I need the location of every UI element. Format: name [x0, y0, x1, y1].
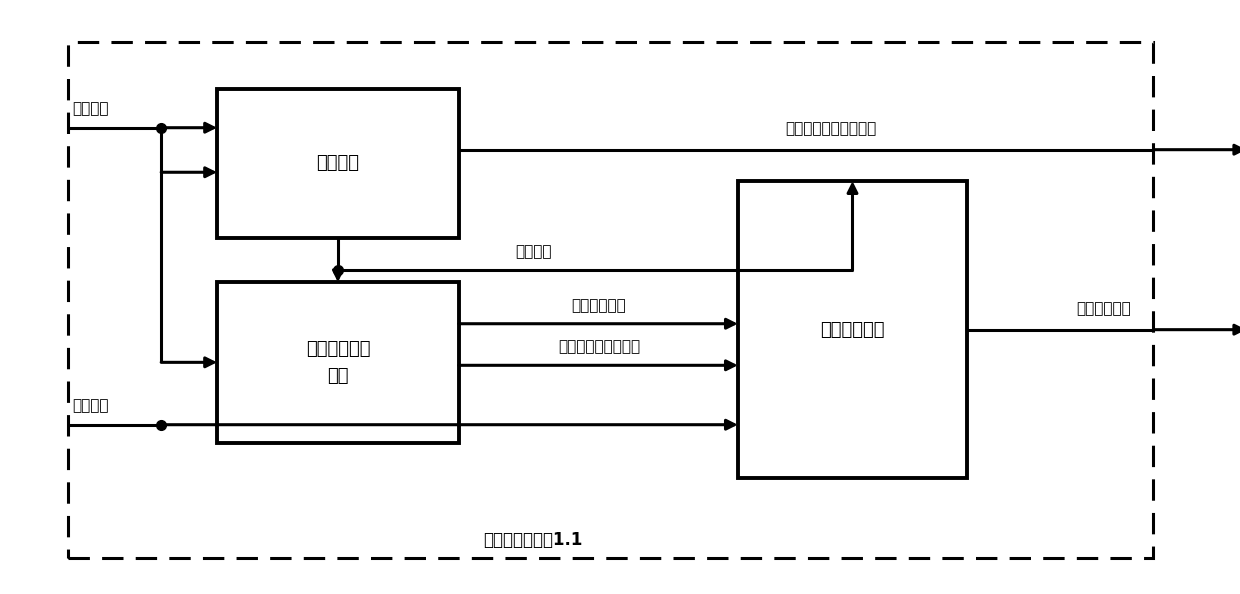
Text: 下混兼容基础声道数据: 下混兼容基础声道数据: [785, 122, 877, 137]
Text: 声音对象: 声音对象: [72, 398, 108, 413]
Bar: [68, 42, 1153, 558]
Text: 下混方案: 下混方案: [515, 245, 552, 260]
Text: 扩展编码数据: 扩展编码数据: [1076, 302, 1131, 317]
Text: 下混模块: 下混模块: [316, 154, 360, 172]
Text: 扩展基础声道: 扩展基础声道: [572, 298, 626, 313]
Text: 三维声编码方法1.1: 三维声编码方法1.1: [484, 532, 583, 549]
Bar: [217, 282, 459, 443]
Bar: [217, 89, 459, 238]
Text: 基础声道划分边信息: 基础声道划分边信息: [558, 340, 640, 355]
Bar: [738, 181, 967, 478]
Text: 扩展编码模块: 扩展编码模块: [820, 321, 885, 339]
Text: 基础声道划分
模块: 基础声道划分 模块: [305, 340, 371, 384]
Text: 基础声道: 基础声道: [72, 101, 108, 116]
